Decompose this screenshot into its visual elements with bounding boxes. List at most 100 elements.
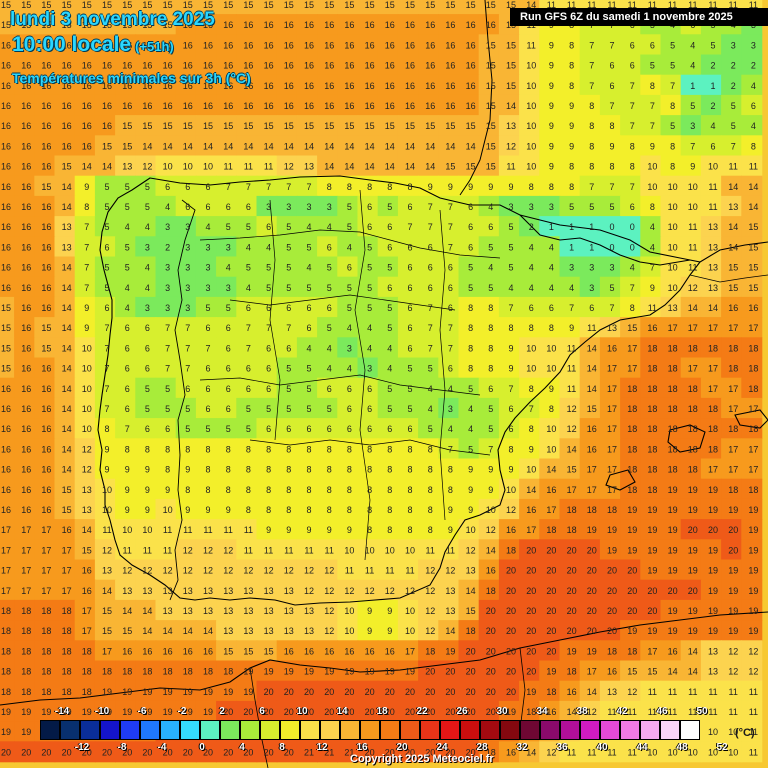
temperature-cell [458, 54, 480, 76]
temperature-cell [599, 599, 621, 621]
temperature-cell [680, 175, 702, 197]
temperature-value: 8 [286, 444, 291, 454]
temperature-cell [579, 599, 601, 621]
temperature-value: 20 [567, 566, 577, 576]
temperature-value: 8 [569, 182, 574, 192]
temperature-value: 17 [708, 384, 718, 394]
temperature-value: 16 [1, 444, 11, 454]
temperature-value: 17 [21, 545, 31, 555]
temperature-value: 5 [286, 242, 291, 252]
temperature-cell [216, 34, 238, 56]
temperature-value: 5 [104, 263, 109, 273]
temperature-value: 15 [445, 121, 455, 131]
temperature-value: 8 [407, 465, 412, 475]
temperature-cell [478, 0, 500, 15]
temperature-value: 18 [62, 626, 72, 636]
temperature-cell [256, 559, 278, 581]
temperature-cell [175, 438, 197, 460]
temperature-value: 20 [344, 687, 354, 697]
temperature-cell [195, 620, 217, 642]
temperature-value: 20 [607, 586, 617, 596]
temperature-cell [418, 337, 440, 359]
temperature-value: 16 [243, 61, 253, 71]
temperature-cell [700, 700, 722, 722]
temperature-cell [559, 377, 581, 399]
temperature-value: 8 [306, 444, 311, 454]
temperature-cell [14, 539, 36, 561]
temperature-cell [498, 700, 520, 722]
temperature-value: 20 [526, 566, 536, 576]
temperature-value: 15 [122, 141, 132, 151]
temperature-value: 10 [163, 162, 173, 172]
temperature-value: 15 [647, 667, 657, 677]
temperature-cell [135, 317, 157, 339]
temperature-value: 3 [286, 202, 291, 212]
temperature-value: 10 [163, 505, 173, 515]
temperature-cell [680, 397, 702, 419]
temperature-cell [397, 498, 419, 520]
temperature-cell [236, 256, 258, 278]
temperature-cell [155, 256, 177, 278]
temperature-value: 12 [344, 586, 354, 596]
temperature-value: 19 [344, 667, 354, 677]
temperature-value: 20 [264, 687, 274, 697]
temperature-cell [640, 660, 662, 682]
temperature-value: 4 [387, 343, 392, 353]
temperature-cell [640, 236, 662, 258]
temperature-cell [155, 640, 177, 662]
temperature-value: 16 [243, 81, 253, 91]
temperature-cell [175, 337, 197, 359]
temperature-cell [54, 115, 76, 137]
temperature-value: 14 [587, 384, 597, 394]
temperature-cell [559, 195, 581, 217]
temperature-cell [377, 539, 399, 561]
temperature-cell [155, 559, 177, 581]
temperature-value: 12 [466, 545, 476, 555]
temperature-value: 19 [748, 566, 758, 576]
temperature-value: 15 [324, 121, 334, 131]
temperature-cell [640, 94, 662, 116]
temperature-value: 12 [728, 667, 738, 677]
temperature-value: 14 [62, 323, 72, 333]
temperature-cell [599, 438, 621, 460]
temperature-value: 20 [264, 747, 274, 757]
legend-label-bottom: 36 [556, 742, 568, 753]
temperature-cell [337, 135, 359, 157]
temperature-cell [276, 74, 298, 96]
temperature-value: 18 [668, 424, 678, 434]
temperature-value: 16 [284, 20, 294, 30]
temperature-cell [0, 680, 15, 702]
temperature-cell [0, 721, 15, 743]
temperature-value: 9 [468, 485, 473, 495]
temperature-cell [14, 498, 36, 520]
temperature-value: 18 [82, 687, 92, 697]
temperature-value: 11 [446, 545, 455, 555]
temperature-value: 17 [607, 424, 617, 434]
temperature-cell [620, 337, 642, 359]
temperature-cell [216, 741, 238, 763]
temperature-value: 6 [407, 303, 412, 313]
temperature-cell [317, 337, 339, 359]
temperature-value: 15 [1, 343, 11, 353]
legend-swatch [420, 720, 440, 740]
temperature-cell [155, 519, 177, 541]
temperature-cell [236, 418, 258, 440]
temperature-cell [94, 377, 116, 399]
temperature-cell [478, 115, 500, 137]
temperature-cell [0, 357, 15, 379]
temperature-value: 16 [304, 20, 314, 30]
temperature-value: 17 [607, 404, 617, 414]
temperature-cell [478, 34, 500, 56]
temperature-value: 6 [710, 141, 715, 151]
temperature-cell [498, 195, 520, 217]
temperature-value: 8 [185, 444, 190, 454]
temperature-cell [357, 115, 379, 137]
temperature-value: 20 [425, 747, 435, 757]
temperature-value: 16 [425, 101, 435, 111]
temperature-cell [498, 478, 520, 500]
temperature-value: 7 [448, 202, 453, 212]
temperature-cell [620, 498, 642, 520]
temperature-cell [458, 276, 480, 298]
temperature-cell [276, 34, 298, 56]
temperature-value: 14 [708, 303, 718, 313]
